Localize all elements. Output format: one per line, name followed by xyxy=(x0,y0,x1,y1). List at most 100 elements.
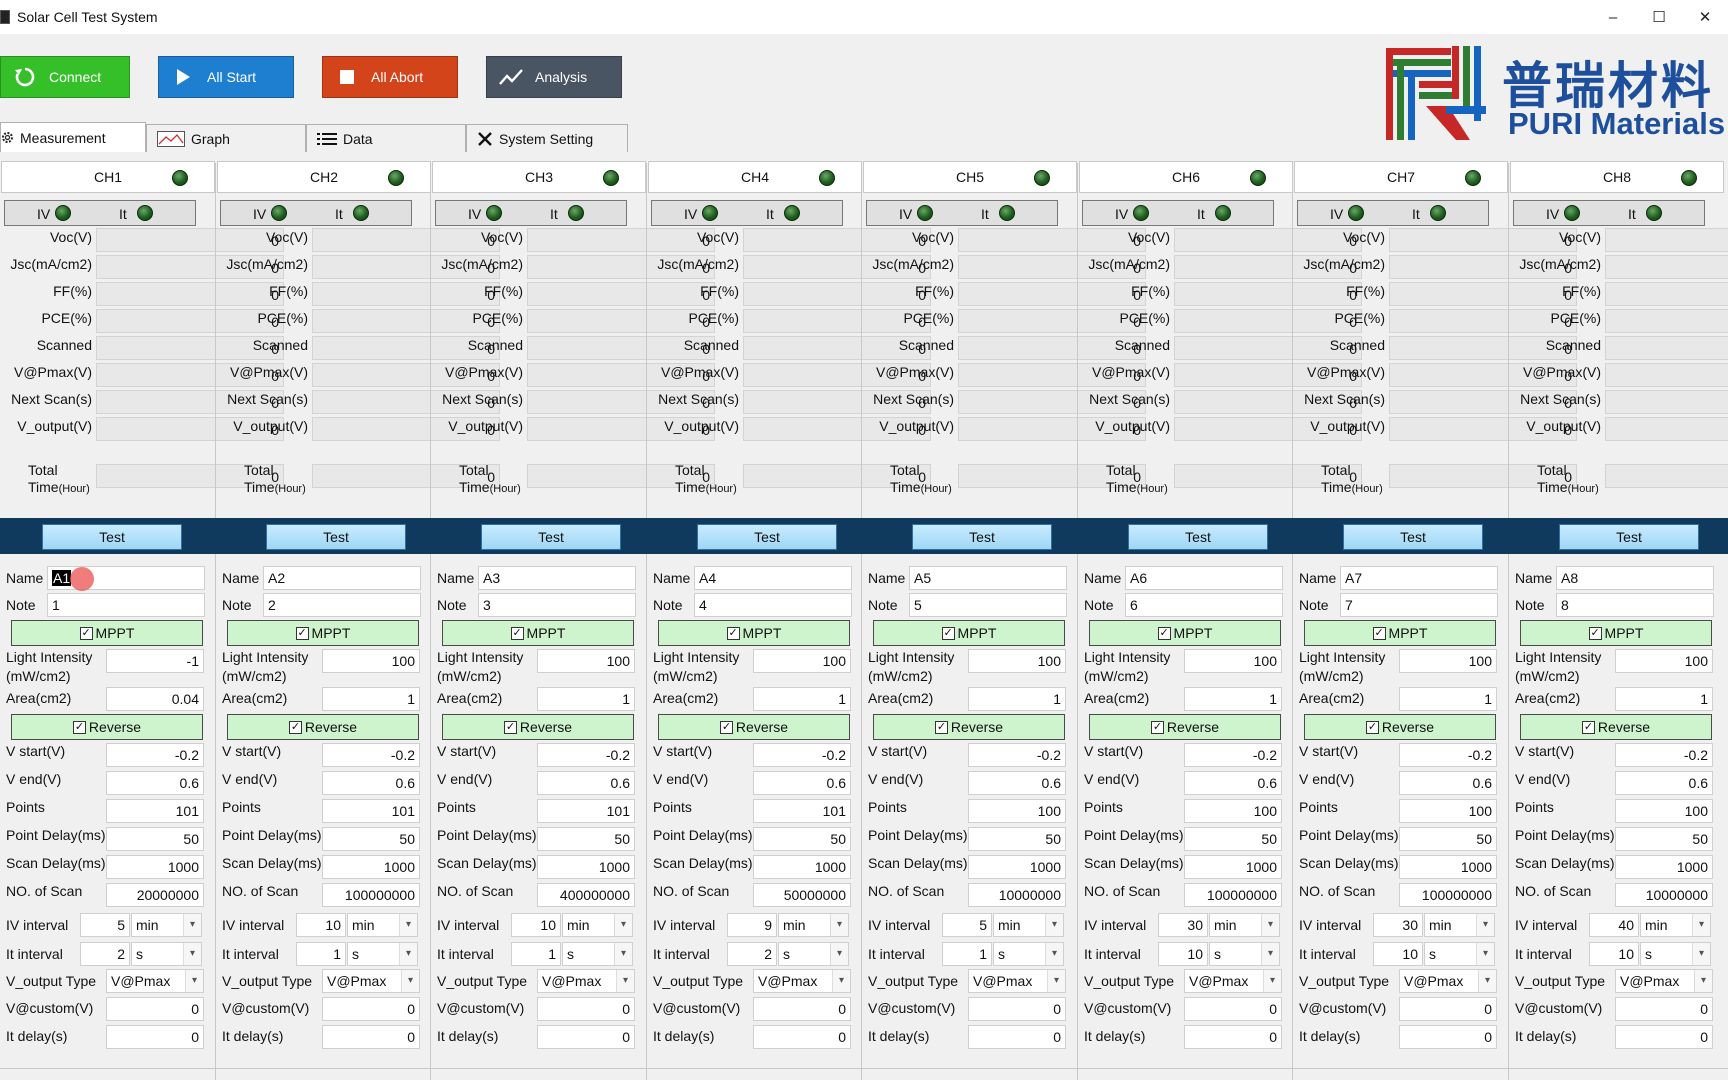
itint-input[interactable]: 1 xyxy=(942,942,992,966)
sdelay-input[interactable]: 1000 xyxy=(753,855,851,879)
vcustom-input[interactable]: 0 xyxy=(1399,997,1497,1021)
light-intensity-input[interactable]: 100 xyxy=(1184,649,1282,673)
itint-unit-select[interactable]: s ▾ xyxy=(131,942,202,966)
name-input[interactable]: A3 xyxy=(478,566,636,590)
chevron-down-icon[interactable]: ▾ xyxy=(1476,943,1494,965)
note-input[interactable]: 2 xyxy=(263,593,421,617)
mppt-checkbox[interactable]: ✓ MPPT xyxy=(227,620,419,646)
test-button[interactable]: Test xyxy=(697,524,837,550)
vcustom-input[interactable]: 0 xyxy=(753,997,851,1021)
mppt-checkbox[interactable]: ✓ MPPT xyxy=(873,620,1065,646)
itint-unit-select[interactable]: s ▾ xyxy=(562,942,633,966)
reverse-checkbox[interactable]: ✓ Reverse xyxy=(1089,714,1281,740)
vend-input[interactable]: 0.6 xyxy=(106,771,204,795)
light-intensity-input[interactable]: 100 xyxy=(1399,649,1497,673)
note-input[interactable]: 1 xyxy=(47,593,205,617)
pdelay-input[interactable]: 50 xyxy=(753,827,851,851)
itdelay-input[interactable]: 0 xyxy=(106,1025,204,1049)
points-input[interactable]: 100 xyxy=(1615,799,1713,823)
ivint-input[interactable]: 9 xyxy=(727,913,777,937)
pdelay-input[interactable]: 50 xyxy=(1615,827,1713,851)
chevron-down-icon[interactable]: ▾ xyxy=(1694,970,1712,992)
chevron-down-icon[interactable]: ▾ xyxy=(1261,914,1279,936)
close-button[interactable]: ✕ xyxy=(1698,9,1712,26)
vtype-select[interactable]: V@Pmax ▾ xyxy=(1184,969,1282,993)
sdelay-input[interactable]: 1000 xyxy=(537,855,635,879)
chevron-down-icon[interactable]: ▾ xyxy=(1476,914,1494,936)
vstart-input[interactable]: -0.2 xyxy=(322,743,420,767)
chevron-down-icon[interactable]: ▾ xyxy=(830,914,848,936)
vend-input[interactable]: 0.6 xyxy=(753,771,851,795)
reverse-checkbox[interactable]: ✓ Reverse xyxy=(658,714,850,740)
ivint-unit-select[interactable]: min ▾ xyxy=(1640,913,1711,937)
itdelay-input[interactable]: 0 xyxy=(1399,1025,1497,1049)
itint-unit-select[interactable]: s ▾ xyxy=(1640,942,1711,966)
itdelay-input[interactable]: 0 xyxy=(1184,1025,1282,1049)
nscan-input[interactable]: 100000000 xyxy=(1399,883,1497,907)
mppt-checkbox[interactable]: ✓ MPPT xyxy=(1520,620,1712,646)
tab-graph[interactable]: Graph xyxy=(146,124,306,152)
ivint-input[interactable]: 5 xyxy=(942,913,992,937)
reverse-checkbox[interactable]: ✓ Reverse xyxy=(1304,714,1496,740)
chevron-down-icon[interactable]: ▾ xyxy=(185,970,203,992)
test-button[interactable]: Test xyxy=(912,524,1052,550)
mppt-checkbox[interactable]: ✓ MPPT xyxy=(11,620,203,646)
reverse-checkbox[interactable]: ✓ Reverse xyxy=(873,714,1065,740)
pdelay-input[interactable]: 50 xyxy=(1399,827,1497,851)
vtype-select[interactable]: V@Pmax ▾ xyxy=(537,969,635,993)
light-intensity-input[interactable]: 100 xyxy=(322,649,420,673)
itint-unit-select[interactable]: s ▾ xyxy=(1209,942,1280,966)
vstart-input[interactable]: -0.2 xyxy=(106,743,204,767)
chevron-down-icon[interactable]: ▾ xyxy=(1692,914,1710,936)
ivint-input[interactable]: 5 xyxy=(80,913,130,937)
ivint-unit-select[interactable]: min ▾ xyxy=(778,913,849,937)
tab-system-setting[interactable]: System Setting xyxy=(466,124,628,152)
vstart-input[interactable]: -0.2 xyxy=(753,743,851,767)
reverse-checkbox[interactable]: ✓ Reverse xyxy=(1520,714,1712,740)
points-input[interactable]: 100 xyxy=(968,799,1066,823)
chevron-down-icon[interactable]: ▾ xyxy=(1045,914,1063,936)
vcustom-input[interactable]: 0 xyxy=(968,997,1066,1021)
area-input[interactable]: 1 xyxy=(322,687,420,711)
light-intensity-input[interactable]: 100 xyxy=(968,649,1066,673)
itint-input[interactable]: 10 xyxy=(1373,942,1423,966)
itdelay-input[interactable]: 0 xyxy=(322,1025,420,1049)
itdelay-input[interactable]: 0 xyxy=(753,1025,851,1049)
reverse-checkbox[interactable]: ✓ Reverse xyxy=(11,714,203,740)
nscan-input[interactable]: 20000000 xyxy=(106,883,204,907)
vcustom-input[interactable]: 0 xyxy=(537,997,635,1021)
itdelay-input[interactable]: 0 xyxy=(537,1025,635,1049)
name-input[interactable]: A6 xyxy=(1125,566,1283,590)
tab-data[interactable]: Data xyxy=(306,124,466,152)
chevron-down-icon[interactable]: ▾ xyxy=(399,914,417,936)
points-input[interactable]: 100 xyxy=(1184,799,1282,823)
area-input[interactable]: 1 xyxy=(753,687,851,711)
pdelay-input[interactable]: 50 xyxy=(968,827,1066,851)
all-start-button[interactable]: All Start xyxy=(158,56,294,98)
area-input[interactable]: 1 xyxy=(1615,687,1713,711)
tab-measurement[interactable]: Measurement xyxy=(0,122,146,152)
itint-input[interactable]: 2 xyxy=(80,942,130,966)
ivint-unit-select[interactable]: min ▾ xyxy=(1424,913,1495,937)
itint-input[interactable]: 10 xyxy=(1589,942,1639,966)
all-abort-button[interactable]: All Abort xyxy=(322,56,458,98)
name-input[interactable]: A8 xyxy=(1556,566,1714,590)
vtype-select[interactable]: V@Pmax ▾ xyxy=(968,969,1066,993)
sdelay-input[interactable]: 1000 xyxy=(106,855,204,879)
note-input[interactable]: 6 xyxy=(1125,593,1283,617)
ivint-input[interactable]: 10 xyxy=(511,913,561,937)
vend-input[interactable]: 0.6 xyxy=(537,771,635,795)
vtype-select[interactable]: V@Pmax ▾ xyxy=(753,969,851,993)
ivint-unit-select[interactable]: min ▾ xyxy=(1209,913,1280,937)
nscan-input[interactable]: 10000000 xyxy=(968,883,1066,907)
ivint-unit-select[interactable]: min ▾ xyxy=(347,913,418,937)
vend-input[interactable]: 0.6 xyxy=(1184,771,1282,795)
area-input[interactable]: 1 xyxy=(1399,687,1497,711)
test-button[interactable]: Test xyxy=(1559,524,1699,550)
vstart-input[interactable]: -0.2 xyxy=(1399,743,1497,767)
sdelay-input[interactable]: 1000 xyxy=(1399,855,1497,879)
mppt-checkbox[interactable]: ✓ MPPT xyxy=(1304,620,1496,646)
ivint-unit-select[interactable]: min ▾ xyxy=(993,913,1064,937)
itint-unit-select[interactable]: s ▾ xyxy=(778,942,849,966)
note-input[interactable]: 7 xyxy=(1340,593,1498,617)
